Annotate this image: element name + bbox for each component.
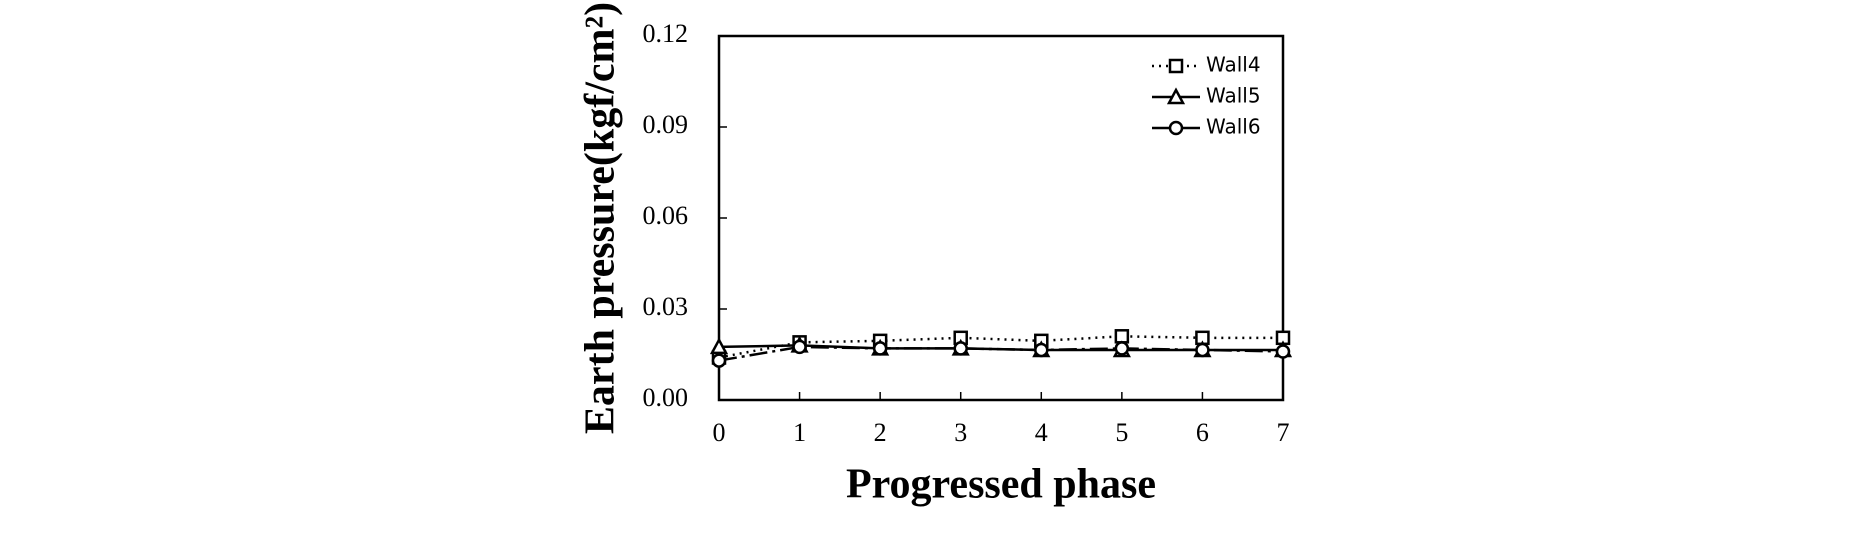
marker <box>953 341 968 356</box>
y-tick-label: 0.06 <box>643 201 689 230</box>
x-tick-label: 0 <box>713 418 726 447</box>
marker <box>1166 87 1186 105</box>
marker <box>709 337 729 355</box>
marker <box>1034 342 1049 358</box>
y-tick-label: 0.09 <box>643 110 689 139</box>
marker <box>1275 344 1291 359</box>
legend-label: Wall6 <box>1206 115 1261 139</box>
marker <box>1168 120 1184 136</box>
x-tick-label: 7 <box>1277 418 1290 447</box>
marker <box>1168 58 1184 74</box>
marker <box>792 339 807 355</box>
legend-label: Wall5 <box>1206 84 1261 108</box>
legend-label: Wall4 <box>1206 53 1261 77</box>
marker <box>1114 341 1130 356</box>
x-tick-label: 2 <box>874 418 887 447</box>
y-tick-label: 0.12 <box>643 19 689 48</box>
marker <box>711 353 727 368</box>
x-tick-label: 3 <box>954 418 967 447</box>
x-tick-label: 4 <box>1035 418 1048 447</box>
marker <box>1195 342 1210 358</box>
plot-frame <box>717 34 1285 402</box>
series-line <box>718 345 1284 362</box>
x-axis-title: Progressed phase <box>846 462 1156 508</box>
marker <box>872 341 888 356</box>
x-tick-label: 5 <box>1115 418 1128 447</box>
y-axis-title: Earth pressure(kgf/cm²) <box>578 2 624 434</box>
x-tick-label: 1 <box>793 418 806 447</box>
y-tick-label: 0.03 <box>643 292 689 321</box>
y-tick-label: 0.00 <box>643 383 689 412</box>
x-tick-label: 6 <box>1196 418 1209 447</box>
